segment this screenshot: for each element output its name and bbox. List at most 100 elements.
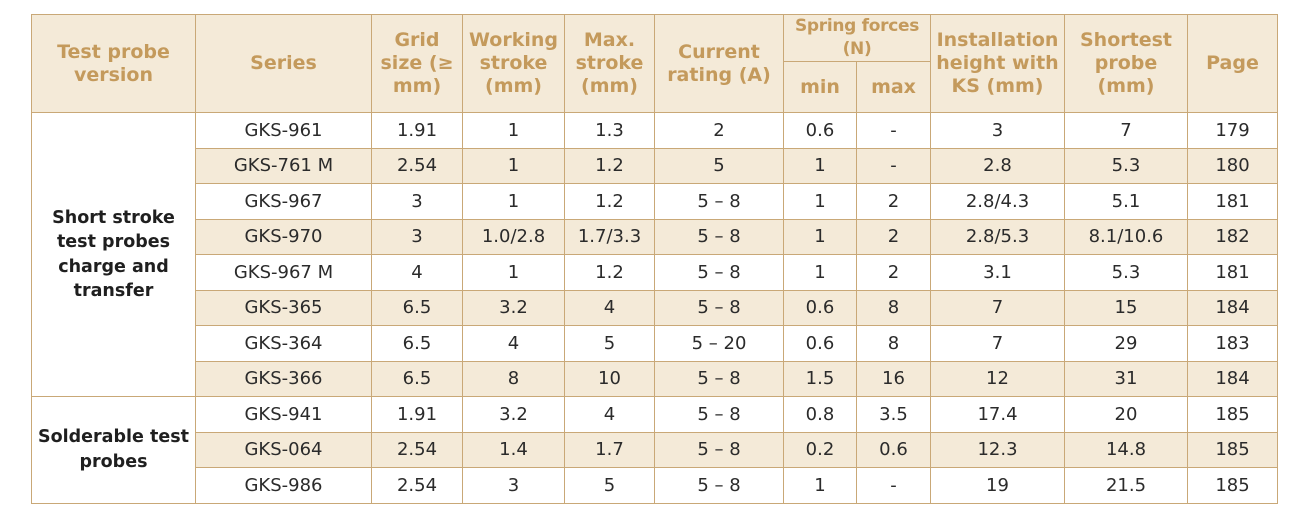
cell-working-stroke: 1 xyxy=(462,147,565,184)
cell-max-stroke: 1.7 xyxy=(564,431,655,468)
table-row: GKS-366 6.5 8 10 5 – 8 1.5 16 12 31 184 xyxy=(32,360,1278,397)
cell-spring-max: 2 xyxy=(856,254,931,291)
cell-grid-size: 6.5 xyxy=(371,325,463,362)
cell-page: 185 xyxy=(1187,467,1278,504)
cell-working-stroke: 1.0/2.8 xyxy=(462,218,565,255)
cell-spring-max: 2 xyxy=(856,218,931,255)
cell-max-stroke: 1.2 xyxy=(564,254,655,291)
cell-current-rating: 5 – 8 xyxy=(654,431,784,468)
cell-spring-max: - xyxy=(856,467,931,504)
cell-spring-min: 0.6 xyxy=(783,325,857,362)
cell-series: GKS-364 xyxy=(195,325,372,362)
table-header: Test probe version Series Grid size (≥ m… xyxy=(31,14,1278,113)
cell-max-stroke: 5 xyxy=(564,467,655,504)
cell-grid-size: 6.5 xyxy=(371,360,463,397)
cell-spring-min: 1 xyxy=(783,467,857,504)
cell-page: 184 xyxy=(1187,289,1278,326)
cell-current-rating: 5 – 8 xyxy=(654,254,784,291)
table-row: GKS-967 3 1 1.2 5 – 8 1 2 2.8/4.3 5.1 181 xyxy=(32,183,1278,220)
cell-installation-height: 12.3 xyxy=(930,431,1065,468)
cell-spring-min: 0.8 xyxy=(783,396,857,433)
cell-page: 180 xyxy=(1187,147,1278,184)
header-max-stroke: Max. stroke (mm) xyxy=(564,14,655,113)
cell-current-rating: 5 – 8 xyxy=(654,360,784,397)
cell-current-rating: 5 – 8 xyxy=(654,289,784,326)
cell-working-stroke: 3 xyxy=(462,467,565,504)
cell-current-rating: 5 – 8 xyxy=(654,218,784,255)
cell-series: GKS-970 xyxy=(195,218,372,255)
cell-spring-min: 0.6 xyxy=(783,289,857,326)
cell-spring-min: 0.2 xyxy=(783,431,857,468)
cell-shortest-probe: 20 xyxy=(1064,396,1188,433)
cell-page: 183 xyxy=(1187,325,1278,362)
table-row: GKS-365 6.5 3.2 4 5 – 8 0.6 8 7 15 184 xyxy=(32,289,1278,326)
cell-grid-size: 2.54 xyxy=(371,431,463,468)
cell-spring-max: 0.6 xyxy=(856,431,931,468)
header-grid-size: Grid size (≥ mm) xyxy=(371,14,463,113)
header-shortest-probe: Shortest probe (mm) xyxy=(1064,14,1188,113)
cell-working-stroke: 1 xyxy=(462,254,565,291)
cell-shortest-probe: 5.3 xyxy=(1064,254,1188,291)
cell-spring-min: 1 xyxy=(783,183,857,220)
cell-series: GKS-961 xyxy=(195,112,372,149)
cell-shortest-probe: 8.1/10.6 xyxy=(1064,218,1188,255)
cell-working-stroke: 3.2 xyxy=(462,289,565,326)
cell-max-stroke: 10 xyxy=(564,360,655,397)
cell-series: GKS-761 M xyxy=(195,147,372,184)
test-probe-table: Test probe version Series Grid size (≥ m… xyxy=(31,14,1278,504)
cell-max-stroke: 1.2 xyxy=(564,147,655,184)
cell-spring-min: 1 xyxy=(783,254,857,291)
cell-working-stroke: 3.2 xyxy=(462,396,565,433)
cell-page: 179 xyxy=(1187,112,1278,149)
header-spring-forces: Spring forces (N) xyxy=(783,14,931,62)
table-row: GKS-967 M 4 1 1.2 5 – 8 1 2 3.1 5.3 181 xyxy=(32,254,1278,291)
cell-spring-min: 1 xyxy=(783,147,857,184)
cell-series: GKS-967 xyxy=(195,183,372,220)
cell-current-rating: 5 – 20 xyxy=(654,325,784,362)
cell-series: GKS-366 xyxy=(195,360,372,397)
cell-shortest-probe: 31 xyxy=(1064,360,1188,397)
table-row: GKS-364 6.5 4 5 5 – 20 0.6 8 7 29 183 xyxy=(32,325,1278,362)
table-row: GKS-970 3 1.0/2.8 1.7/3.3 5 – 8 1 2 2.8/5.3 8.1/… xyxy=(32,218,1278,255)
cell-shortest-probe: 21.5 xyxy=(1064,467,1188,504)
cell-spring-max: 3.5 xyxy=(856,396,931,433)
cell-grid-size: 2.54 xyxy=(371,147,463,184)
cell-shortest-probe: 5.3 xyxy=(1064,147,1188,184)
table-row: GKS-986 2.54 3 5 5 – 8 1-19 21.5 185 xyxy=(32,467,1278,504)
cell-working-stroke: 1 xyxy=(462,183,565,220)
cell-grid-size: 4 xyxy=(371,254,463,291)
cell-installation-height: 3 xyxy=(930,112,1065,149)
cell-installation-height: 2.8/5.3 xyxy=(930,218,1065,255)
cell-grid-size: 1.91 xyxy=(371,396,463,433)
cell-spring-max: 8 xyxy=(856,289,931,326)
cell-page: 185 xyxy=(1187,396,1278,433)
header-page: Page xyxy=(1187,14,1278,113)
cell-max-stroke: 4 xyxy=(564,289,655,326)
cell-installation-height: 7 xyxy=(930,325,1065,362)
cell-installation-height: 12 xyxy=(930,360,1065,397)
cell-shortest-probe: 29 xyxy=(1064,325,1188,362)
cell-spring-max: - xyxy=(856,147,931,184)
cell-spring-min: 1 xyxy=(783,218,857,255)
header-working-stroke: Working stroke (mm) xyxy=(462,14,565,113)
cell-working-stroke: 4 xyxy=(462,325,565,362)
cell-spring-min: 0.6 xyxy=(783,112,857,149)
cell-spring-max: 2 xyxy=(856,183,931,220)
cell-installation-height: 19 xyxy=(930,467,1065,504)
cell-current-rating: 5 – 8 xyxy=(654,183,784,220)
cell-series: GKS-064 xyxy=(195,431,372,468)
header-spring-max: max xyxy=(856,61,931,113)
cell-grid-size: 1.91 xyxy=(371,112,463,149)
cell-max-stroke: 1.3 xyxy=(564,112,655,149)
cell-shortest-probe: 7 xyxy=(1064,112,1188,149)
cell-current-rating: 5 – 8 xyxy=(654,396,784,433)
cell-current-rating: 5 – 8 xyxy=(654,467,784,504)
cell-working-stroke: 1.4 xyxy=(462,431,565,468)
table-row: Short stroke test probes charge and tran… xyxy=(31,112,1278,397)
cell-series: GKS-941 xyxy=(195,396,372,433)
cell-spring-max: 16 xyxy=(856,360,931,397)
cell-shortest-probe: 14.8 xyxy=(1064,431,1188,468)
header-current-rating: Current rating (A) xyxy=(654,14,784,113)
cell-current-rating: 5 xyxy=(654,147,784,184)
cell-shortest-probe: 5.1 xyxy=(1064,183,1188,220)
